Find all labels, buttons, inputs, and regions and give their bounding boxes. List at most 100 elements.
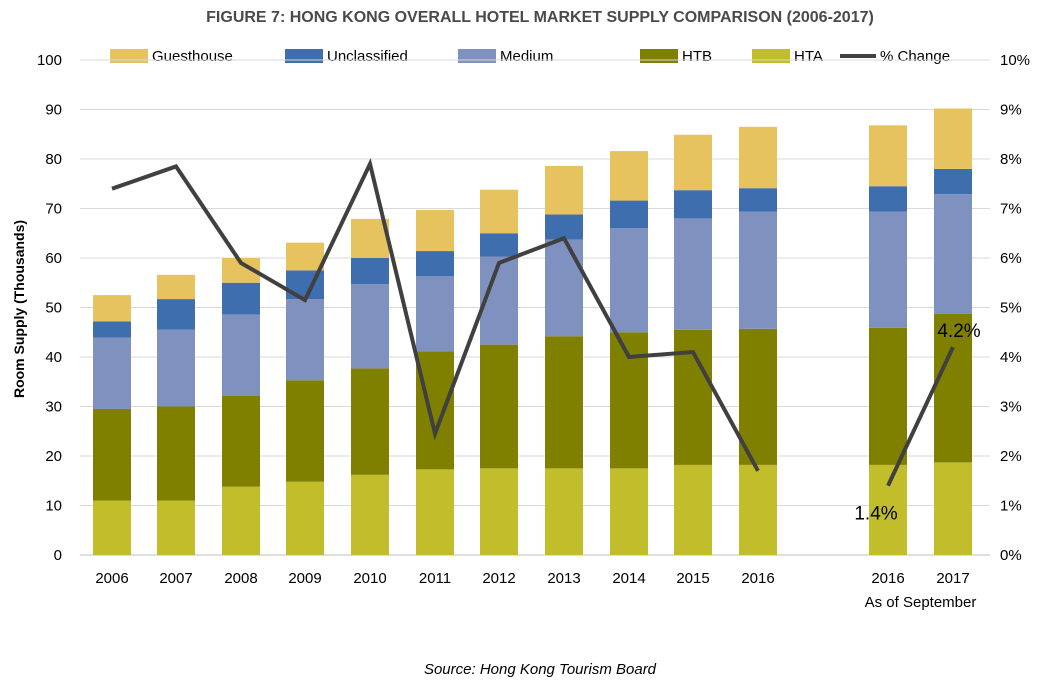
x-tick-label: 2017 xyxy=(936,570,969,587)
grid-lines xyxy=(80,59,990,556)
bar-guesthouse xyxy=(286,242,324,271)
bar-guesthouse xyxy=(157,274,195,300)
bar-hta xyxy=(610,468,648,555)
legend-item: Unclassified xyxy=(285,48,408,65)
bar-guesthouse xyxy=(610,151,648,201)
x-tick-label: 2012 xyxy=(482,570,515,587)
y-axis-label: Room Supply (Thousands) xyxy=(11,220,27,398)
x-tick-label: 2015 xyxy=(676,570,709,587)
x-tick-label: 2008 xyxy=(224,570,257,587)
bar-medium xyxy=(869,211,907,328)
legend-item: Medium xyxy=(458,48,553,65)
chart-title: FIGURE 7: HONG KONG OVERALL HOTEL MARKET… xyxy=(206,9,874,26)
y-tick-label: 50 xyxy=(45,300,62,317)
legend-item: HTB xyxy=(640,48,712,65)
y2-tick-label: 3% xyxy=(1000,399,1022,416)
x-tick-label: 2009 xyxy=(288,570,321,587)
bar-htb xyxy=(934,313,972,463)
x-tick-label: 2016 xyxy=(871,570,904,587)
bar-medium xyxy=(93,337,131,409)
bar-unclassified xyxy=(351,258,389,285)
bar-stacks xyxy=(93,108,972,555)
bar-hta xyxy=(674,464,712,555)
bar-medium xyxy=(157,329,195,407)
y-tick-label: 80 xyxy=(45,151,62,168)
bar-htb xyxy=(869,327,907,465)
legend-swatch xyxy=(458,49,496,63)
bar-htb xyxy=(480,344,518,469)
legend-label: Guesthouse xyxy=(152,48,233,65)
bar-hta xyxy=(286,481,324,555)
bar-hta xyxy=(157,500,195,555)
y-axis-left: 0 10 20 30 40 50 60 70 80 90 100 xyxy=(37,52,62,564)
bar-stack xyxy=(351,218,389,555)
bar-htb xyxy=(351,368,389,475)
bar-hta xyxy=(416,469,454,555)
y-tick-label: 20 xyxy=(45,448,62,465)
y2-tick-label: 0% xyxy=(1000,547,1022,564)
bar-medium xyxy=(934,194,972,314)
bar-hta xyxy=(869,464,907,555)
bar-guesthouse xyxy=(934,108,972,169)
x-axis: 2006 2007 2008 2009 2010 2011 2012 2013 2014 2015… xyxy=(95,570,976,611)
bar-hta xyxy=(480,468,518,555)
y-tick-label: 90 xyxy=(45,102,62,119)
bar-hta xyxy=(93,500,131,555)
bar-medium xyxy=(351,284,389,369)
bar-guesthouse xyxy=(351,218,389,258)
legend-label: Medium xyxy=(500,48,553,65)
bar-stack xyxy=(934,108,972,555)
y2-tick-label: 2% xyxy=(1000,448,1022,465)
bar-unclassified xyxy=(674,190,712,219)
y-tick-label: 0 xyxy=(54,547,62,564)
bar-guesthouse xyxy=(93,295,131,322)
bar-stack xyxy=(545,165,583,555)
legend-label: % Change xyxy=(880,48,950,65)
bar-htb xyxy=(286,380,324,482)
bar-unclassified xyxy=(869,186,907,212)
source-note: Source: Hong Kong Tourism Board xyxy=(424,661,657,678)
line-segment xyxy=(111,158,760,472)
y2-tick-label: 5% xyxy=(1000,300,1022,317)
bar-guesthouse xyxy=(416,209,454,252)
bar-unclassified xyxy=(934,168,972,195)
bar-unclassified xyxy=(416,251,454,277)
bar-stack xyxy=(610,151,648,555)
bar-unclassified xyxy=(610,200,648,229)
bar-medium xyxy=(416,276,454,352)
y2-tick-label: 8% xyxy=(1000,151,1022,168)
bar-unclassified xyxy=(157,299,195,330)
bar-htb xyxy=(610,332,648,469)
y-tick-label: 70 xyxy=(45,201,62,218)
y-axis-right: 0% 1% 2% 3% 4% 5% 6% 7% 8% 9% 10% xyxy=(1000,52,1030,564)
bar-unclassified xyxy=(222,282,260,315)
y-tick-label: 10 xyxy=(45,498,62,515)
bar-unclassified xyxy=(93,321,131,338)
y-tick-label: 100 xyxy=(37,52,62,69)
bar-medium xyxy=(222,314,260,396)
legend-label: HTB xyxy=(682,48,712,65)
bar-htb xyxy=(416,351,454,470)
annotation-label: 1.4% xyxy=(854,504,897,525)
x-tick-label: 2011 xyxy=(419,570,451,587)
bar-stack xyxy=(93,295,131,555)
y-tick-label: 30 xyxy=(45,399,62,416)
legend-item: HTA xyxy=(752,48,823,65)
x-tick-label: 2010 xyxy=(353,570,386,587)
legend-swatch xyxy=(640,49,678,63)
bar-medium xyxy=(739,211,777,329)
y-tick-label: 40 xyxy=(45,349,62,366)
bar-stack xyxy=(739,126,777,555)
bar-unclassified xyxy=(545,214,583,240)
legend-swatch xyxy=(752,49,790,63)
y-tick-label: 60 xyxy=(45,250,62,267)
bar-hta xyxy=(934,462,972,555)
x-tick-label: 2007 xyxy=(159,570,192,587)
y2-tick-label: 4% xyxy=(1000,349,1022,366)
bar-stack xyxy=(157,274,195,555)
y2-tick-label: 10% xyxy=(1000,52,1030,69)
bar-medium xyxy=(545,239,583,337)
line-segment xyxy=(886,346,955,487)
bar-hta xyxy=(739,464,777,555)
